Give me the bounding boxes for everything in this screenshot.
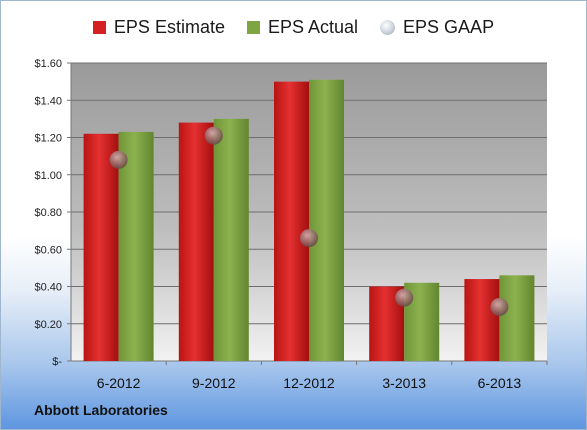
bar-estimate [178, 122, 214, 361]
legend-item-estimate: EPS Estimate [92, 17, 225, 38]
point-gaap [490, 297, 509, 316]
point-gaap [395, 288, 414, 307]
legend-swatch-estimate [92, 21, 106, 34]
y-tick-label: $1.20 [34, 133, 62, 145]
legend-label-estimate: EPS Estimate [113, 17, 225, 37]
point-gaap [109, 150, 128, 169]
bar-estimate [83, 133, 119, 361]
y-tick-label: $0.60 [34, 244, 62, 256]
y-tick-label: $1.00 [34, 170, 62, 182]
legend-swatch-actual [246, 21, 260, 34]
x-tick-label: 12-2012 [283, 375, 335, 391]
legend: EPS Estimate EPS Actual EPS GAAP [1, 17, 586, 38]
y-tick-label: $1.60 [34, 58, 62, 70]
bar-estimate [274, 81, 309, 361]
y-tick-label: $- [52, 356, 62, 368]
x-tick-label: 9-2012 [192, 375, 236, 391]
bar-estimate [464, 279, 500, 361]
bar-actual [309, 79, 344, 361]
bar-actual [499, 275, 535, 361]
y-tick-label: $1.40 [34, 95, 62, 107]
bar-actual [118, 131, 154, 361]
bar-actual [213, 118, 249, 361]
x-tick-label: 3-2013 [382, 375, 426, 391]
legend-swatch-gaap [380, 20, 396, 35]
x-tick-label: 6-2012 [97, 375, 141, 391]
legend-label-actual: EPS Actual [267, 17, 359, 37]
y-tick-label: $0.20 [34, 319, 62, 331]
y-tick-label: $0.80 [34, 207, 62, 219]
company-label: Abbott Laboratories [34, 402, 168, 418]
y-tick-label: $0.40 [34, 282, 62, 294]
point-gaap [204, 126, 223, 145]
legend-label-gaap: EPS GAAP [403, 17, 495, 37]
x-tick-label: 6-2013 [478, 375, 522, 391]
point-gaap [300, 229, 318, 248]
legend-item-gaap: EPS GAAP [380, 17, 494, 38]
legend-item-actual: EPS Actual [246, 17, 359, 38]
